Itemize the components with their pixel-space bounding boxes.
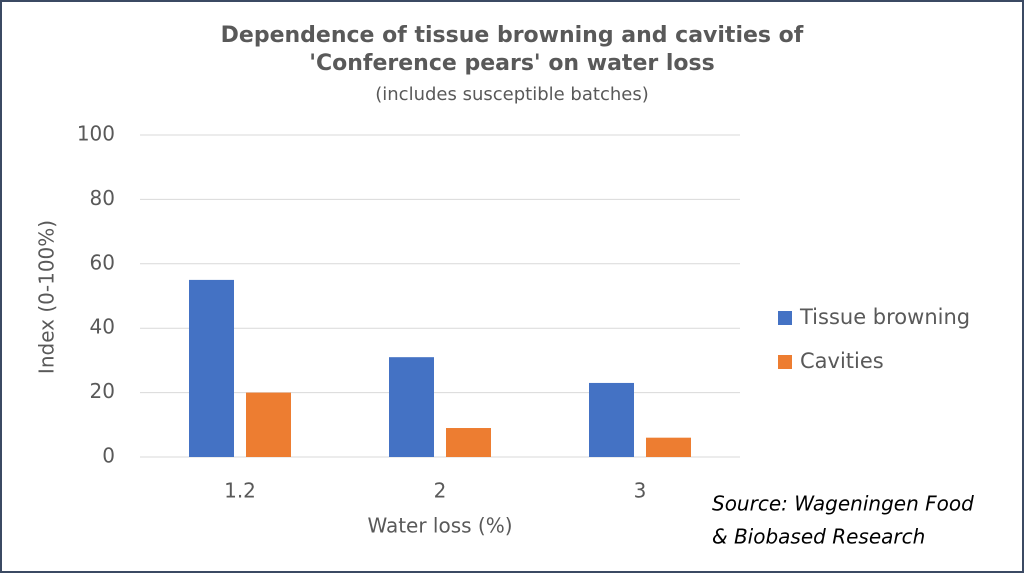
bar xyxy=(646,437,691,457)
chart-title: Dependence of tissue browning and caviti… xyxy=(221,23,804,48)
x-tick-label: 1.2 xyxy=(224,479,256,503)
y-tick-label: 80 xyxy=(90,186,115,210)
legend-swatch xyxy=(778,311,792,325)
bar xyxy=(389,357,434,457)
chart-title: 'Conference pears' on water loss xyxy=(309,51,714,76)
annotation: & Biobased Research xyxy=(712,525,925,549)
chart-subtitle: (includes susceptible batches) xyxy=(375,84,648,105)
y-axis-label: Index (0-100%) xyxy=(35,220,59,374)
legend-label: Tissue browning xyxy=(799,305,970,329)
y-tick-label: 60 xyxy=(90,250,115,274)
legend-label: Cavities xyxy=(800,349,884,373)
bar xyxy=(589,382,634,457)
y-tick-label: 0 xyxy=(102,444,115,468)
y-tick-label: 100 xyxy=(77,122,115,146)
bar xyxy=(246,392,291,457)
annotation: Source: Wageningen Food xyxy=(712,492,974,516)
x-tick-label: 2 xyxy=(434,479,447,503)
x-axis-label: Water loss (%) xyxy=(367,514,512,538)
x-tick-label: 3 xyxy=(634,479,647,503)
legend-swatch xyxy=(778,355,792,369)
bar xyxy=(189,279,234,457)
bar xyxy=(446,428,491,457)
y-tick-label: 40 xyxy=(90,315,115,339)
y-tick-label: 20 xyxy=(90,379,115,403)
